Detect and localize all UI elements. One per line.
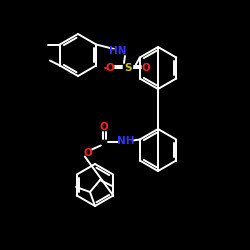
Text: HN: HN bbox=[109, 46, 127, 56]
Text: O: O bbox=[142, 63, 150, 73]
Text: O: O bbox=[84, 148, 92, 158]
Text: S: S bbox=[124, 63, 132, 73]
Text: NH: NH bbox=[117, 136, 134, 146]
Text: O: O bbox=[100, 122, 108, 132]
Text: O: O bbox=[106, 63, 114, 73]
